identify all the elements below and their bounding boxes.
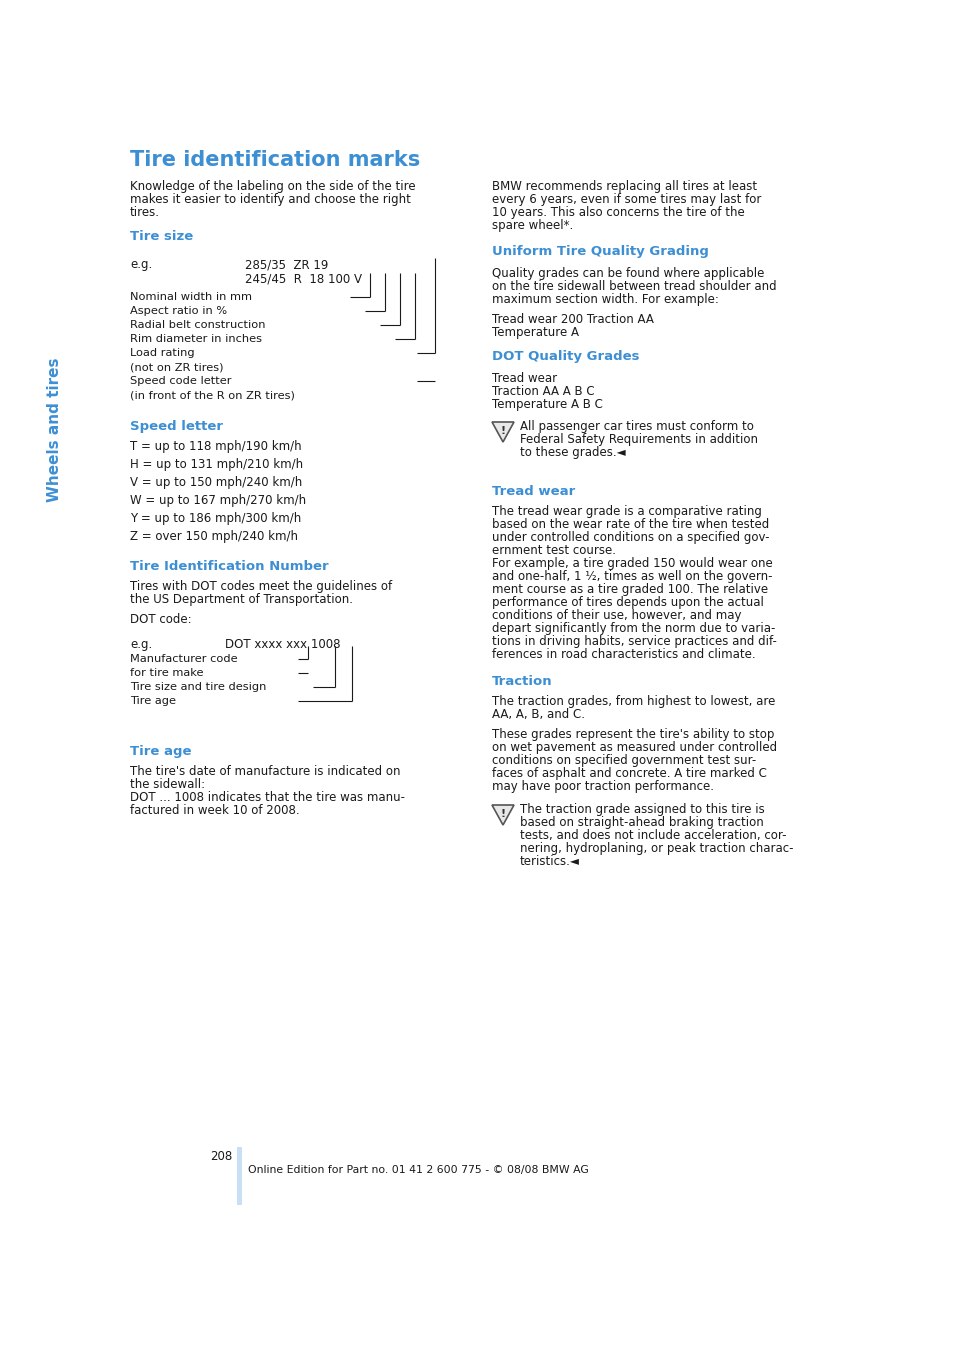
Text: AA, A, B, and C.: AA, A, B, and C. bbox=[492, 707, 584, 721]
Text: Tire size: Tire size bbox=[130, 230, 193, 243]
Text: and one-half, 1 ½, times as well on the govern-: and one-half, 1 ½, times as well on the … bbox=[492, 570, 772, 583]
Text: Traction: Traction bbox=[492, 675, 552, 688]
Text: Load rating: Load rating bbox=[130, 348, 194, 358]
Text: DOT Quality Grades: DOT Quality Grades bbox=[492, 350, 639, 363]
Text: Knowledge of the labeling on the side of the tire: Knowledge of the labeling on the side of… bbox=[130, 180, 416, 193]
Text: teristics.◄: teristics.◄ bbox=[519, 855, 579, 868]
Text: Temperature A: Temperature A bbox=[492, 325, 578, 339]
Text: (not on ZR tires): (not on ZR tires) bbox=[130, 362, 223, 373]
Text: 208: 208 bbox=[210, 1150, 232, 1162]
Text: T = up to 118 mph/190 km/h: T = up to 118 mph/190 km/h bbox=[130, 440, 301, 454]
Text: every 6 years, even if some tires may last for: every 6 years, even if some tires may la… bbox=[492, 193, 760, 207]
Text: ment course as a tire graded 100. The relative: ment course as a tire graded 100. The re… bbox=[492, 583, 767, 595]
Text: Rim diameter in inches: Rim diameter in inches bbox=[130, 333, 262, 344]
Text: ernment test course.: ernment test course. bbox=[492, 544, 616, 558]
Text: the sidewall:: the sidewall: bbox=[130, 778, 205, 791]
Text: to these grades.◄: to these grades.◄ bbox=[519, 446, 625, 459]
Text: 285/35  ZR 19: 285/35 ZR 19 bbox=[245, 258, 328, 271]
Text: performance of tires depends upon the actual: performance of tires depends upon the ac… bbox=[492, 595, 763, 609]
Text: tions in driving habits, service practices and dif-: tions in driving habits, service practic… bbox=[492, 634, 776, 648]
Text: 10 years. This also concerns the tire of the: 10 years. This also concerns the tire of… bbox=[492, 207, 744, 219]
Text: tests, and does not include acceleration, cor-: tests, and does not include acceleration… bbox=[519, 829, 785, 842]
Text: Speed letter: Speed letter bbox=[130, 420, 223, 433]
Text: under controlled conditions on a specified gov-: under controlled conditions on a specifi… bbox=[492, 531, 769, 544]
Text: All passenger car tires must conform to: All passenger car tires must conform to bbox=[519, 420, 753, 433]
Text: Manufacturer code: Manufacturer code bbox=[130, 653, 237, 664]
Text: The tread wear grade is a comparative rating: The tread wear grade is a comparative ra… bbox=[492, 505, 761, 518]
Text: the US Department of Transportation.: the US Department of Transportation. bbox=[130, 593, 353, 606]
Text: Temperature A B C: Temperature A B C bbox=[492, 398, 602, 410]
Text: conditions on specified government test sur-: conditions on specified government test … bbox=[492, 755, 756, 767]
Text: Tire size and tire design: Tire size and tire design bbox=[130, 682, 266, 693]
Text: 245/45  R  18 100 V: 245/45 R 18 100 V bbox=[245, 273, 361, 286]
Text: maximum section width. For example:: maximum section width. For example: bbox=[492, 293, 719, 306]
Text: makes it easier to identify and choose the right: makes it easier to identify and choose t… bbox=[130, 193, 411, 207]
Text: ferences in road characteristics and climate.: ferences in road characteristics and cli… bbox=[492, 648, 755, 662]
Text: Tread wear 200 Traction AA: Tread wear 200 Traction AA bbox=[492, 313, 653, 325]
Text: (in front of the R on ZR tires): (in front of the R on ZR tires) bbox=[130, 390, 294, 400]
Text: tires.: tires. bbox=[130, 207, 160, 219]
Text: based on straight-ahead braking traction: based on straight-ahead braking traction bbox=[519, 815, 763, 829]
Text: For example, a tire graded 150 would wear one: For example, a tire graded 150 would wea… bbox=[492, 558, 772, 570]
Text: Z = over 150 mph/240 km/h: Z = over 150 mph/240 km/h bbox=[130, 531, 297, 543]
Text: DOT code:: DOT code: bbox=[130, 613, 192, 626]
Text: DOT ... 1008 indicates that the tire was manu-: DOT ... 1008 indicates that the tire was… bbox=[130, 791, 405, 805]
Text: based on the wear rate of the tire when tested: based on the wear rate of the tire when … bbox=[492, 518, 768, 531]
Text: spare wheel*.: spare wheel*. bbox=[492, 219, 573, 232]
Text: e.g.: e.g. bbox=[130, 639, 152, 651]
Text: depart significantly from the norm due to varia-: depart significantly from the norm due t… bbox=[492, 622, 775, 634]
Text: Uniform Tire Quality Grading: Uniform Tire Quality Grading bbox=[492, 244, 708, 258]
Text: Traction AA A B C: Traction AA A B C bbox=[492, 385, 594, 398]
Text: DOT xxxx xxx 1008: DOT xxxx xxx 1008 bbox=[225, 639, 340, 651]
Text: Y = up to 186 mph/300 km/h: Y = up to 186 mph/300 km/h bbox=[130, 512, 301, 525]
Text: Online Edition for Part no. 01 41 2 600 775 - © 08/08 BMW AG: Online Edition for Part no. 01 41 2 600 … bbox=[248, 1165, 588, 1174]
Text: Quality grades can be found where applicable: Quality grades can be found where applic… bbox=[492, 267, 763, 279]
Text: Tire identification marks: Tire identification marks bbox=[130, 150, 420, 170]
Text: Tire age: Tire age bbox=[130, 745, 192, 757]
Polygon shape bbox=[492, 805, 514, 825]
Text: V = up to 150 mph/240 km/h: V = up to 150 mph/240 km/h bbox=[130, 477, 302, 489]
Text: W = up to 167 mph/270 km/h: W = up to 167 mph/270 km/h bbox=[130, 494, 306, 508]
Text: BMW recommends replacing all tires at least: BMW recommends replacing all tires at le… bbox=[492, 180, 757, 193]
Text: Nominal width in mm: Nominal width in mm bbox=[130, 292, 252, 302]
Text: conditions of their use, however, and may: conditions of their use, however, and ma… bbox=[492, 609, 740, 622]
Text: Tire age: Tire age bbox=[130, 697, 175, 706]
Text: factured in week 10 of 2008.: factured in week 10 of 2008. bbox=[130, 805, 299, 817]
Text: Wheels and tires: Wheels and tires bbox=[48, 358, 63, 502]
Text: Speed code letter: Speed code letter bbox=[130, 377, 232, 386]
Text: on the tire sidewall between tread shoulder and: on the tire sidewall between tread shoul… bbox=[492, 279, 776, 293]
Text: for tire make: for tire make bbox=[130, 668, 203, 678]
Polygon shape bbox=[492, 423, 514, 441]
Text: !: ! bbox=[500, 427, 505, 436]
Text: These grades represent the tire's ability to stop: These grades represent the tire's abilit… bbox=[492, 728, 774, 741]
Text: Tires with DOT codes meet the guidelines of: Tires with DOT codes meet the guidelines… bbox=[130, 580, 392, 593]
Text: Federal Safety Requirements in addition: Federal Safety Requirements in addition bbox=[519, 433, 758, 446]
Text: The tire's date of manufacture is indicated on: The tire's date of manufacture is indica… bbox=[130, 765, 400, 778]
Text: Aspect ratio in %: Aspect ratio in % bbox=[130, 306, 227, 316]
Text: H = up to 131 mph/210 km/h: H = up to 131 mph/210 km/h bbox=[130, 458, 303, 471]
Text: faces of asphalt and concrete. A tire marked C: faces of asphalt and concrete. A tire ma… bbox=[492, 767, 766, 780]
Text: The traction grade assigned to this tire is: The traction grade assigned to this tire… bbox=[519, 803, 764, 815]
Text: may have poor traction performance.: may have poor traction performance. bbox=[492, 780, 713, 792]
Text: Radial belt construction: Radial belt construction bbox=[130, 320, 265, 329]
Text: on wet pavement as measured under controlled: on wet pavement as measured under contro… bbox=[492, 741, 777, 755]
Text: The traction grades, from highest to lowest, are: The traction grades, from highest to low… bbox=[492, 695, 775, 707]
Text: Tire Identification Number: Tire Identification Number bbox=[130, 560, 328, 572]
Text: Tread wear: Tread wear bbox=[492, 485, 575, 498]
Text: e.g.: e.g. bbox=[130, 258, 152, 271]
Text: Tread wear: Tread wear bbox=[492, 373, 557, 385]
Text: nering, hydroplaning, or peak traction charac-: nering, hydroplaning, or peak traction c… bbox=[519, 842, 793, 855]
Bar bbox=[236, 1148, 242, 1206]
Text: !: ! bbox=[500, 809, 505, 819]
